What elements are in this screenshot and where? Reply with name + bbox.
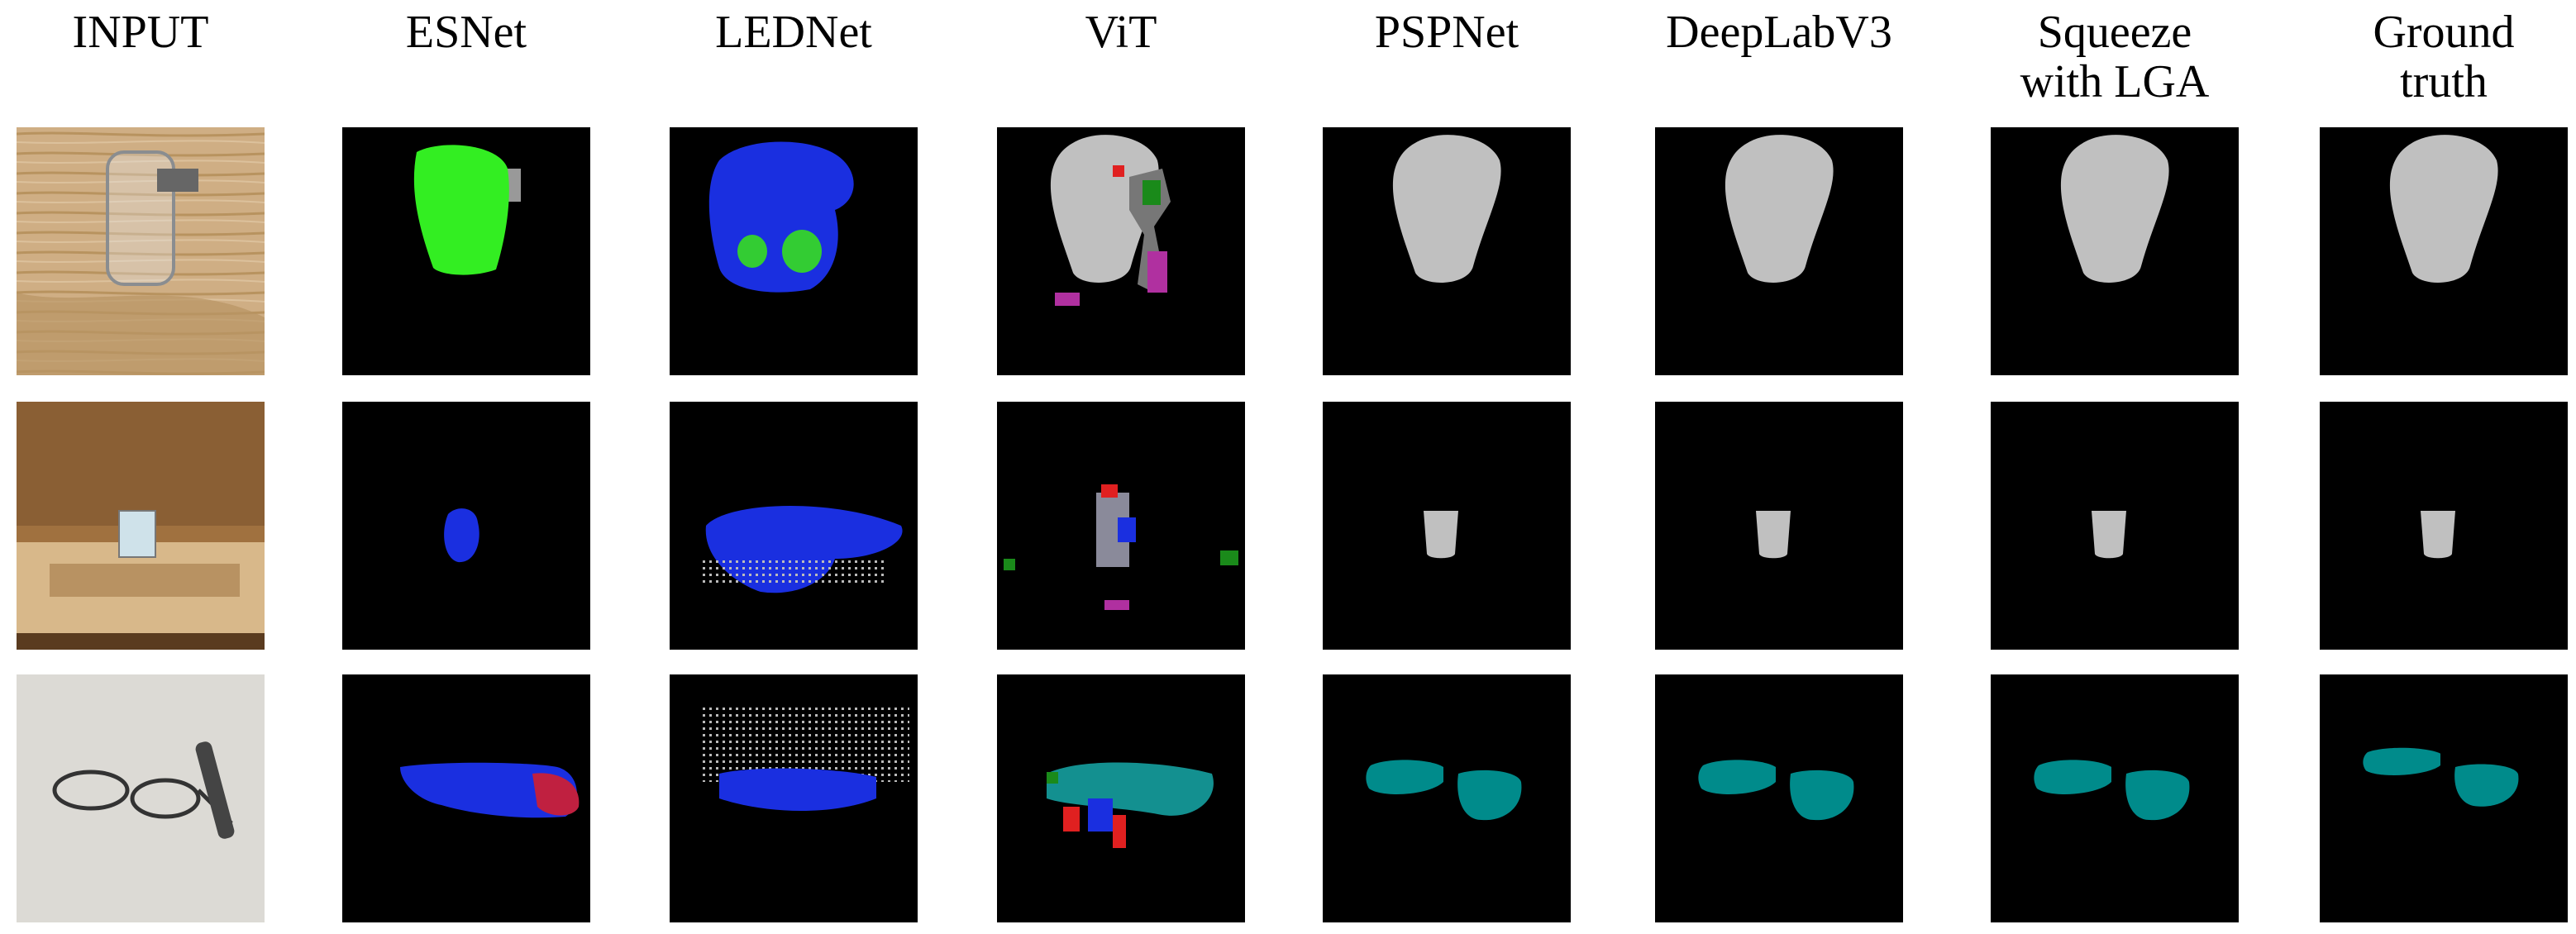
pspnet-output [1323,402,1571,650]
mask-region [1143,180,1161,205]
mask-region [1118,517,1136,542]
glass-object [157,169,198,192]
glasses-lens [52,770,130,811]
mask-region [1088,798,1113,832]
column-titles: INPUT ESNet LEDNet ViT PSPNet DeepLabV3 Squeez… [73,7,2515,107]
lednet-output [670,127,918,375]
mask-region [782,230,822,273]
mask-region [413,145,509,275]
glasses-lens [130,778,201,819]
photo-background [17,674,265,922]
mask-region [400,762,577,818]
mask-region [1104,600,1129,610]
mask-region [1113,815,1126,848]
pspnet-output [1323,674,1571,922]
column-title: DeepLabV3 [1666,7,1892,58]
cabinet [17,402,265,526]
column-title: ESNet [406,7,527,58]
input-image [17,127,265,375]
vit-output [997,127,1245,375]
column-title: with LGA [2020,56,2210,107]
mask-region [444,508,479,563]
table-edge [17,633,265,650]
deeplabv3-output [1655,127,1903,375]
photo-shadow [17,293,265,375]
deeplabv3-output [1655,674,1903,922]
column-title: PSPNet [1375,7,1519,58]
mask-region [1047,772,1058,784]
mask-region [1063,807,1080,832]
mask-region [532,773,580,816]
mask-background [1991,674,2239,922]
squeeze-lga-output [1991,402,2239,650]
input-image [17,402,265,650]
mask-region [1147,251,1167,293]
mask-background [1655,674,1903,922]
column-title: ViT [1085,7,1157,58]
esnet-output [342,674,590,922]
glass [118,510,156,558]
squeeze-lga-output [1991,674,2239,922]
esnet-output [342,127,590,375]
lednet-output [670,402,918,650]
mask-region [2421,511,2455,559]
mask-background [2320,674,2568,922]
mask-region [1424,511,1458,559]
mask-region [719,768,876,811]
lednet-output [670,674,918,922]
pspnet-output [1323,127,1571,375]
ground-truth [2320,402,2568,650]
column-title: Squeeze [2038,7,2192,58]
column-title: LEDNet [715,7,872,58]
esnet-output [342,402,590,650]
tray-slots [50,564,240,597]
ground-truth [2320,674,2568,922]
mask-background [1323,674,1571,922]
mask-region [2092,511,2126,559]
column-title: truth [2400,56,2488,107]
glasses-case [195,741,235,839]
mask-noise [703,559,885,584]
mask-region [737,235,767,268]
column-title: INPUT [73,7,209,58]
mask-region [1004,559,1015,570]
vit-output [997,674,1245,922]
squeeze-lga-output [1991,127,2239,375]
mask-region [1756,511,1791,559]
vit-output [997,402,1245,650]
mask-region [1055,293,1080,306]
deeplabv3-output [1655,402,1903,650]
input-image [17,674,265,922]
column-title: Ground [2373,7,2514,58]
mask-region [1220,550,1238,565]
mask-region [1101,484,1118,498]
mask-region [1113,165,1124,177]
ground-truth [2320,127,2568,375]
